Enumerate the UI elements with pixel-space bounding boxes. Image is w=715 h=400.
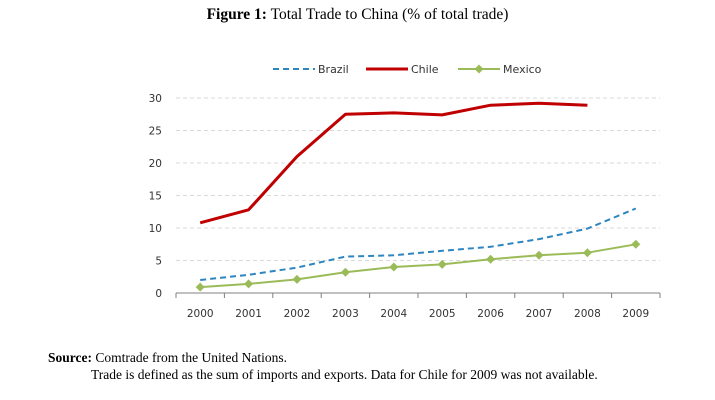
data-point-mexico [340, 267, 350, 277]
axes: 0 5 10 15 20 25 30 2000 2001 2002 2003 2004 2005 2006… [149, 93, 661, 320]
source-line-1: Comtrade from the United Nations. [95, 350, 287, 365]
line-chart: Brazil Chile Mexico 0 5 10 15 20 25 30 2000 2001 20… [149, 63, 661, 320]
x-tick-label: 2001 [235, 308, 262, 320]
data-point-mexico [486, 254, 496, 264]
y-tick-label: 30 [149, 93, 162, 105]
figure-title: Figure 1: Total Trade to China (% of tot… [0, 6, 715, 24]
y-tick-label: 5 [155, 256, 162, 268]
data-point-mexico [437, 259, 447, 269]
data-point-mexico [582, 248, 592, 258]
series-lines [195, 101, 641, 292]
data-point-mexico [292, 274, 302, 284]
x-tick-label: 2000 [187, 308, 214, 320]
x-tick-label: 2004 [380, 308, 407, 320]
y-tick-label: 10 [149, 223, 162, 235]
legend-label-chile: Chile [411, 63, 439, 76]
series-line-chile [199, 101, 588, 225]
series-line-brazil [200, 207, 637, 281]
data-point-mexico [534, 250, 544, 260]
x-tick-label: 2005 [429, 308, 456, 320]
y-tick-label: 20 [149, 158, 162, 170]
data-point-mexico [631, 239, 641, 249]
figure-title-text: Total Trade to China (% of total trade) [270, 6, 509, 23]
x-tick-label: 2007 [526, 308, 553, 320]
data-point-mexico [195, 282, 205, 292]
data-point-mexico [389, 262, 399, 272]
series-line-mexico [200, 243, 636, 289]
source-note: Source: Comtrade from the United Nations… [48, 349, 708, 383]
x-tick-label: 2009 [622, 308, 649, 320]
source-label: Source: [48, 350, 92, 365]
x-tick-label: 2006 [477, 308, 504, 320]
legend-marker [474, 64, 484, 74]
data-point-mexico [244, 279, 254, 289]
source-line-2: Trade is defined as the sum of imports a… [91, 367, 598, 382]
y-tick-label: 0 [155, 288, 162, 300]
x-tick-label: 2002 [284, 308, 311, 320]
legend-label-brazil: Brazil [318, 63, 349, 76]
legend: Brazil Chile Mexico [273, 63, 542, 76]
figure-label: Figure 1: [206, 6, 267, 23]
x-tick-label: 2003 [332, 308, 359, 320]
y-tick-label: 25 [149, 126, 162, 138]
x-tick-label: 2008 [574, 308, 601, 320]
legend-label-mexico: Mexico [503, 63, 542, 76]
y-tick-label: 15 [149, 191, 162, 203]
grid-lines [176, 97, 660, 261]
